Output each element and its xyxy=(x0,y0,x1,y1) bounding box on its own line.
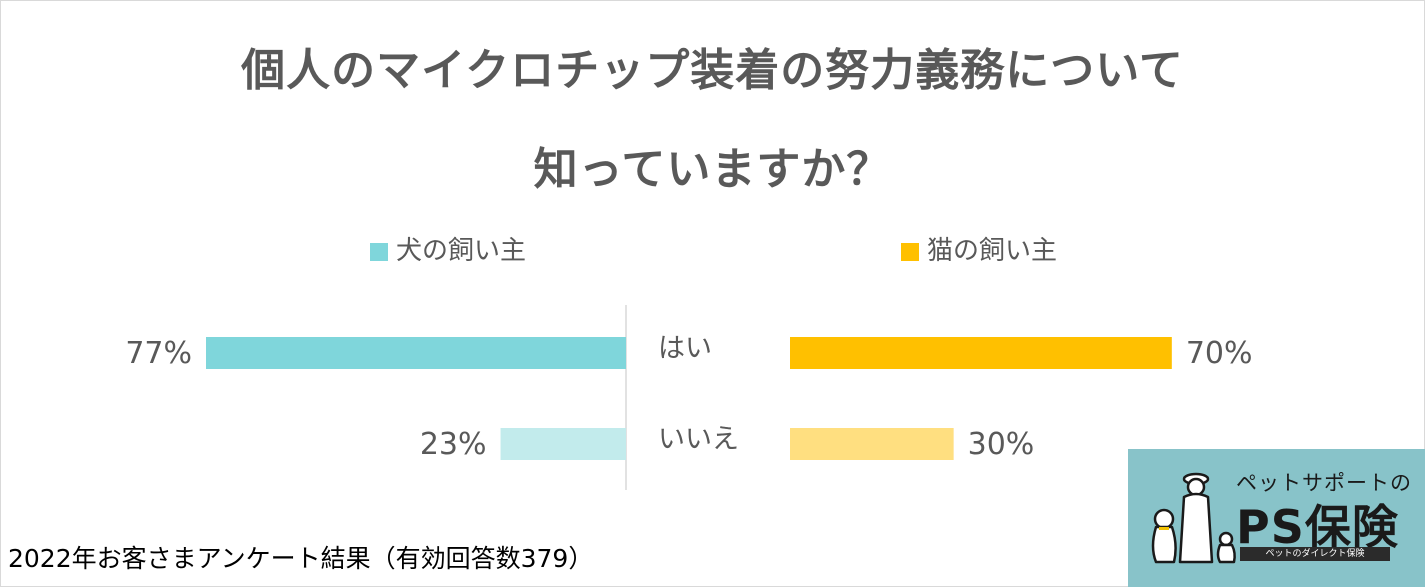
data-label-cat-0: 70% xyxy=(1186,336,1253,371)
data-label-dog-1: 23% xyxy=(420,427,487,462)
legend-item-cat: 猫の飼い主 xyxy=(901,230,1057,267)
category-label-0: はい xyxy=(658,333,712,364)
legend-swatch-dog xyxy=(370,242,388,261)
logo-wordmark: PS保険 xyxy=(1236,500,1399,554)
legend-item-dog: 犬の飼い主 xyxy=(370,230,526,267)
bar-dog-1 xyxy=(500,428,626,460)
category-label-1: いいえ xyxy=(658,424,739,455)
chart-title-line1: 個人のマイクロチップ装着の努力義務について xyxy=(241,45,1184,96)
legend-label-dog: 犬の飼い主 xyxy=(396,236,527,266)
data-label-cat-1: 30% xyxy=(968,427,1035,462)
legend-label-cat: 猫の飼い主 xyxy=(927,236,1058,266)
logo-tagline: ペットサポートの xyxy=(1236,471,1412,495)
bar-chart: 77% はい 70% 23% いいえ 30% xyxy=(125,305,1253,490)
brand-logo: ペットサポートの PS保険 ペットのダイレクト保険 xyxy=(1128,449,1425,587)
logo-subline: ペットのダイレクト保険 xyxy=(1240,547,1390,561)
legend-swatch-cat xyxy=(901,242,919,261)
chart-title-line2: 知っていますか？ xyxy=(533,144,892,195)
bar-cat-0 xyxy=(790,337,1172,369)
pet-owner-illustration-icon xyxy=(1151,472,1236,564)
data-label-dog-0: 77% xyxy=(125,336,192,371)
bar-cat-1 xyxy=(790,428,954,460)
bar-dog-0 xyxy=(206,337,626,369)
survey-note: 2022年お客さまアンケート結果（有効回答数379） xyxy=(8,544,594,573)
